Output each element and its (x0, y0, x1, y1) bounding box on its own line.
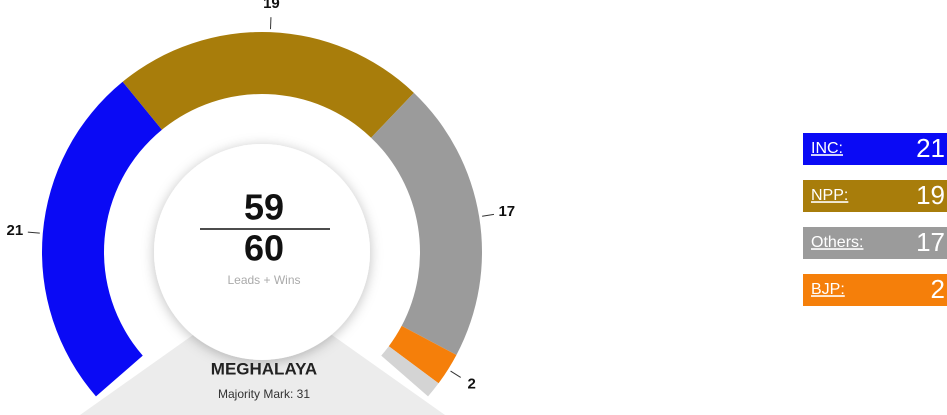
segment (371, 92, 482, 355)
label-tick (450, 370, 461, 378)
segment-label: 21 (7, 222, 24, 239)
label-tick (27, 231, 40, 234)
state-panel (80, 330, 445, 415)
legend-box (803, 133, 947, 165)
legend-box (803, 227, 947, 259)
remainder-segment (381, 346, 439, 397)
legend-name: BJP: (811, 281, 845, 298)
segment (388, 325, 457, 384)
segment-label: 19 (263, 0, 280, 12)
segment (122, 32, 414, 138)
leads-wins: 59 (244, 187, 284, 228)
legend-box (803, 180, 947, 212)
legend-value: 17 (916, 227, 945, 257)
total-seats: 60 (244, 228, 284, 269)
segment-label: 17 (498, 203, 515, 220)
legend-name: INC: (811, 140, 843, 157)
segment (42, 81, 162, 397)
legend-box (803, 274, 947, 306)
legend-name: Others: (811, 234, 863, 251)
legend-value: 19 (916, 180, 945, 210)
state-name: MEGHALAYA (211, 359, 317, 378)
label-tick (482, 213, 495, 217)
legend-name: NPP: (811, 187, 848, 204)
segment-label: 2 (468, 375, 476, 392)
center-label: Leads + Wins (227, 273, 300, 287)
legend-value: 21 (916, 133, 945, 163)
majority-mark: Majority Mark: 31 (218, 387, 310, 401)
legend-value: 2 (931, 274, 945, 304)
center-circle (154, 144, 370, 360)
